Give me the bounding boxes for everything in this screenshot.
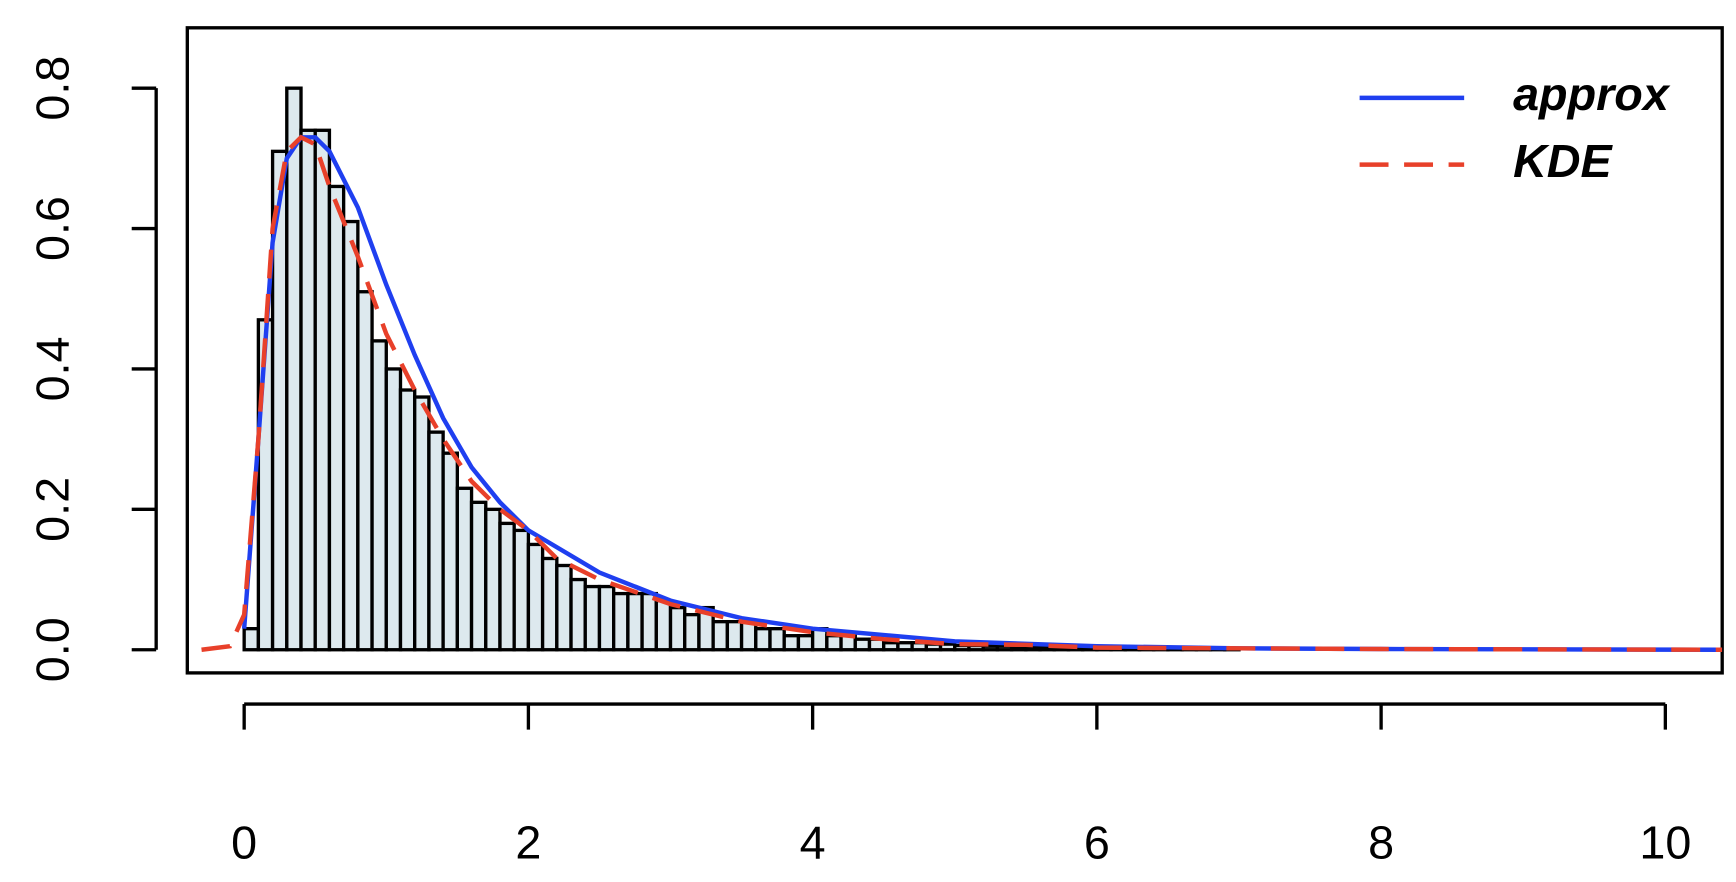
x-tick-label: 8 <box>1368 817 1394 869</box>
bar <box>484 507 502 652</box>
bar <box>853 637 872 652</box>
bar <box>825 634 843 652</box>
bar <box>441 451 460 652</box>
bar <box>725 619 744 652</box>
density-line <box>201 134 1723 652</box>
x-tick-label: 2 <box>515 817 541 869</box>
x-tick-label: 6 <box>1084 817 1110 869</box>
bar <box>640 591 658 652</box>
legend-label: KDE <box>1513 135 1613 187</box>
bar <box>512 528 531 652</box>
bar <box>754 627 772 652</box>
legend-label: approx <box>1513 68 1671 120</box>
bar <box>341 219 360 652</box>
bar <box>1024 645 1042 652</box>
bar <box>981 644 1000 652</box>
bar <box>469 500 488 652</box>
bar <box>313 128 332 652</box>
bar <box>896 641 914 652</box>
bar <box>356 290 374 652</box>
bar <box>384 367 403 652</box>
bar <box>583 584 602 652</box>
y-tick-label: 0.4 <box>26 336 78 401</box>
bar <box>597 584 616 652</box>
y-tick-label: 0.2 <box>26 477 78 542</box>
y-tick-label: 0.0 <box>26 617 78 682</box>
bar <box>668 605 687 652</box>
bar <box>526 542 545 652</box>
bar <box>370 339 388 652</box>
plot-area <box>201 86 1723 652</box>
bar <box>768 627 786 652</box>
bar <box>398 388 417 652</box>
y-tick-label: 0.8 <box>26 56 78 121</box>
x-tick-label: 4 <box>800 817 826 869</box>
x-tick-label: 0 <box>231 817 257 869</box>
bar <box>540 556 559 652</box>
bar <box>711 619 730 652</box>
bar <box>782 634 801 652</box>
x-tick-label: 10 <box>1639 817 1691 869</box>
bar <box>299 128 317 652</box>
bar <box>796 634 815 652</box>
y-tick-label: 0.6 <box>26 196 78 261</box>
bar <box>626 591 644 652</box>
bar <box>427 430 445 652</box>
bar <box>1009 645 1028 652</box>
bar <box>455 486 474 652</box>
plot-frame <box>185 26 1724 675</box>
bar <box>285 86 303 652</box>
bar <box>739 619 758 652</box>
bar <box>683 612 701 652</box>
bar <box>413 395 431 652</box>
bar <box>327 184 346 652</box>
bar <box>569 577 587 652</box>
bar <box>654 598 673 652</box>
bar <box>242 627 261 652</box>
bar <box>882 641 900 652</box>
bar <box>612 591 630 652</box>
bar <box>498 521 516 652</box>
bar <box>555 563 573 652</box>
